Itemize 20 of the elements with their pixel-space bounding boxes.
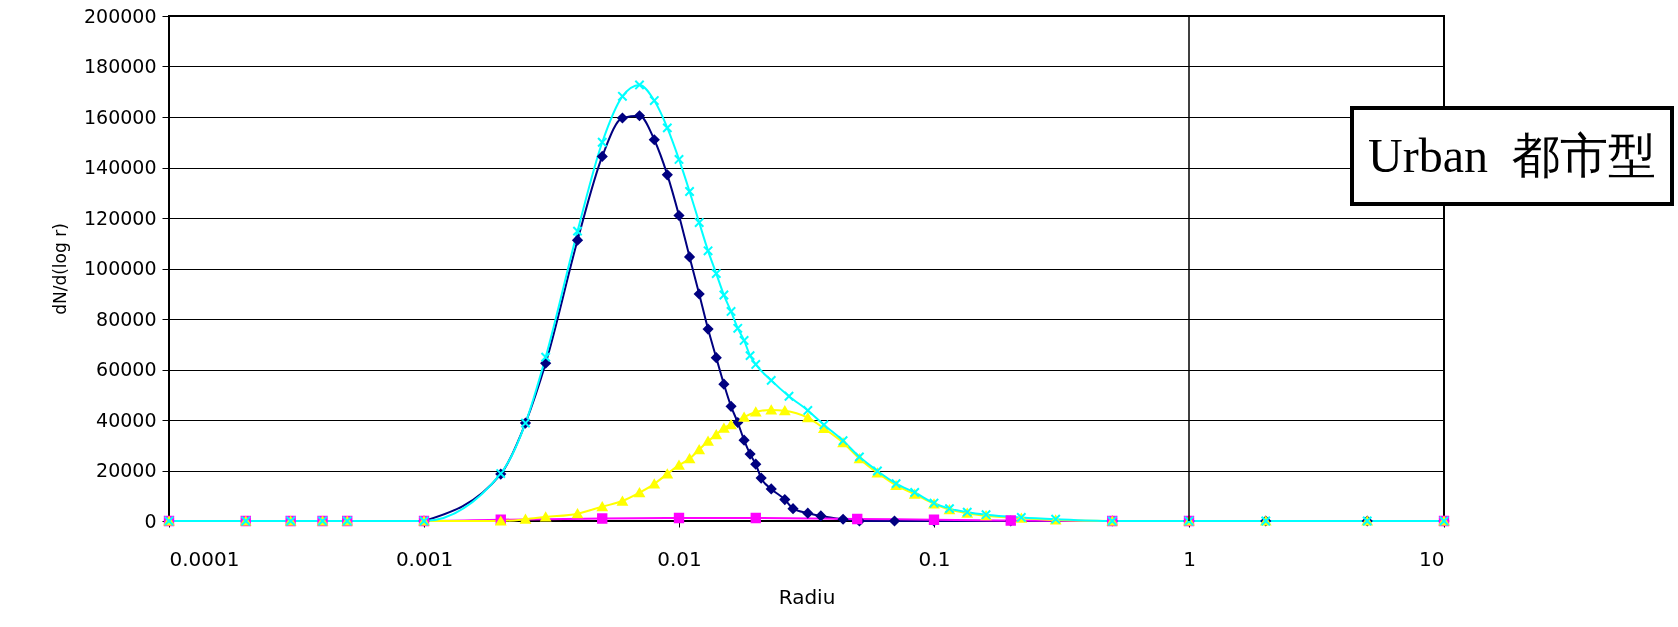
y-tick-label: 160000 <box>83 105 157 128</box>
label-box: Urban 都市型 <box>1350 106 1674 206</box>
y-tick-label: 180000 <box>83 55 157 77</box>
y-tick-label: 0 <box>144 509 157 532</box>
y-tick-label: 140000 <box>83 156 157 178</box>
x-tick-label: 0.1 <box>918 546 951 571</box>
y-tick-label: 80000 <box>96 307 157 330</box>
y-tick-label: 40000 <box>96 408 157 431</box>
y-axis-title: dN/d(log r) <box>49 223 70 315</box>
y-tick-label: 20000 <box>96 459 157 481</box>
y-tick-label: 120000 <box>83 206 157 229</box>
x-axis-title: Radiu <box>778 584 836 609</box>
x-tick-label: 0.0001 <box>169 546 240 571</box>
x-tick-label: 0.001 <box>395 546 454 571</box>
y-tick-label: 200000 <box>83 4 157 27</box>
x-tick-label: 10 <box>1419 546 1445 571</box>
y-tick-label: 60000 <box>96 358 157 380</box>
y-tick-label: 100000 <box>83 257 157 279</box>
x-tick-label: 0.01 <box>657 546 702 571</box>
x-tick-label: 1 <box>1183 546 1196 571</box>
